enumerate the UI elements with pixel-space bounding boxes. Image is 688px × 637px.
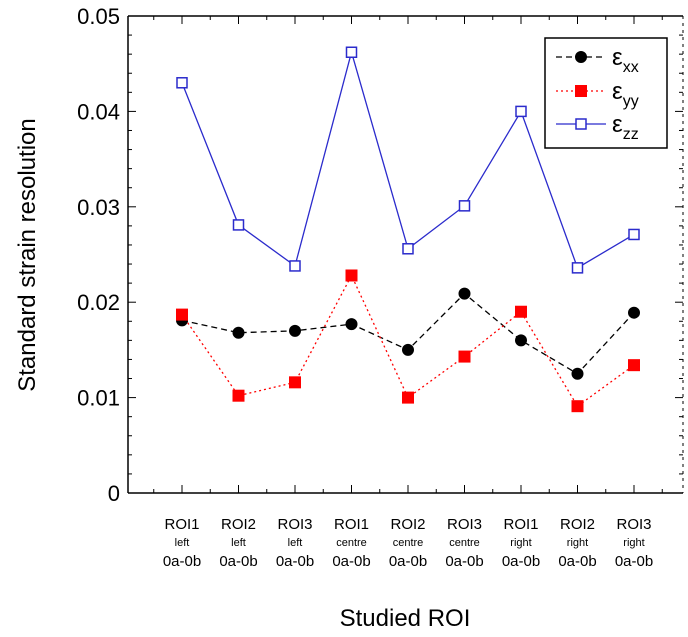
legend-marker-zz xyxy=(575,118,587,130)
x-category-label-range: 0a-0b xyxy=(389,553,427,570)
x-category-label-position: left xyxy=(231,537,246,549)
x-category-label-roi: ROI1 xyxy=(164,516,199,533)
x-category-label-roi: ROI2 xyxy=(221,516,256,533)
data-point-xx xyxy=(628,306,640,319)
series-zz xyxy=(176,46,640,274)
y-axis-ticks: 0 0.01 0.02 0.03 0.04 0.05 xyxy=(77,4,683,506)
series-line-xx xyxy=(181,292,635,375)
data-point-yy xyxy=(176,308,188,321)
data-point-zz xyxy=(571,262,584,274)
x-category-label-roi: ROI2 xyxy=(560,516,595,533)
x-category-label-roi: ROI1 xyxy=(503,516,538,533)
data-point-yy xyxy=(515,305,527,318)
x-category-label-range: 0a-0b xyxy=(163,553,201,570)
data-point-zz xyxy=(176,77,188,89)
legend-subscript: xx xyxy=(623,59,639,76)
data-point-zz xyxy=(628,228,640,241)
data-point-zz xyxy=(232,219,245,231)
data-point-zz xyxy=(458,200,471,212)
series-xx xyxy=(176,287,640,380)
x-category-label-roi: ROI3 xyxy=(447,516,482,533)
y-tick-label: 0.05 xyxy=(77,4,120,29)
x-category-label-position: left xyxy=(175,537,190,549)
x-category-label-range: 0a-0b xyxy=(615,553,653,570)
x-category-label-roi: ROI2 xyxy=(390,516,425,533)
y-tick-label: 0.03 xyxy=(77,195,120,220)
legend-marker-yy xyxy=(575,85,587,97)
y-tick-label: 0.02 xyxy=(77,290,120,315)
data-point-yy xyxy=(345,269,358,282)
data-point-yy xyxy=(402,391,414,404)
data-point-xx xyxy=(232,326,245,339)
x-category-label-range: 0a-0b xyxy=(445,553,483,570)
data-point-zz xyxy=(515,105,527,118)
data-point-xx xyxy=(345,318,358,331)
x-category-label-range: 0a-0b xyxy=(219,553,257,570)
data-point-yy xyxy=(232,389,245,402)
data-point-xx xyxy=(458,287,471,300)
x-category-label-position: left xyxy=(288,537,303,549)
y-tick-label: 0 xyxy=(108,481,120,506)
x-category-label-range: 0a-0b xyxy=(332,553,370,570)
data-point-yy xyxy=(458,350,471,363)
plot-frame xyxy=(127,15,684,494)
data-point-zz xyxy=(289,260,301,272)
series-line-yy xyxy=(181,274,635,408)
data-point-xx xyxy=(402,343,414,356)
x-category-label-range: 0a-0b xyxy=(502,553,540,570)
x-category-label-position: right xyxy=(510,537,531,549)
series-group xyxy=(176,46,640,413)
x-axis-title: Studied ROI xyxy=(340,605,471,632)
data-point-yy xyxy=(628,359,640,372)
legend-subscript: yy xyxy=(623,93,639,110)
data-point-yy xyxy=(571,400,584,413)
data-point-xx xyxy=(515,334,527,347)
legend-marker-xx xyxy=(575,51,587,63)
x-category-label-position: centre xyxy=(449,537,480,549)
x-category-label-roi: ROI1 xyxy=(334,516,369,533)
series-yy xyxy=(176,269,640,413)
legend-subscript: zz xyxy=(623,126,639,143)
x-category-label-position: centre xyxy=(393,537,424,549)
y-tick-label: 0.01 xyxy=(77,386,120,411)
x-category-label-range: 0a-0b xyxy=(276,553,314,570)
legend-box xyxy=(544,37,668,149)
x-category-label-roi: ROI3 xyxy=(616,516,651,533)
data-point-yy xyxy=(289,376,301,389)
x-category-label-roi: ROI3 xyxy=(277,516,312,533)
x-category-label-position: centre xyxy=(336,537,367,549)
data-point-zz xyxy=(402,243,414,255)
x-axis-ticks: ROI1 left 0a-0b ROI2 left 0a-0b ROI3 left 0a-0b R… xyxy=(153,16,663,570)
y-tick-label: 0.04 xyxy=(77,99,120,124)
data-point-xx xyxy=(289,324,301,337)
data-point-zz xyxy=(345,46,358,59)
y-axis-title: Standard strain resolution xyxy=(14,118,41,392)
x-category-label-position: right xyxy=(567,537,588,549)
x-category-label-range: 0a-0b xyxy=(558,553,596,570)
x-category-label-position: right xyxy=(623,537,644,549)
data-point-xx xyxy=(571,367,584,380)
